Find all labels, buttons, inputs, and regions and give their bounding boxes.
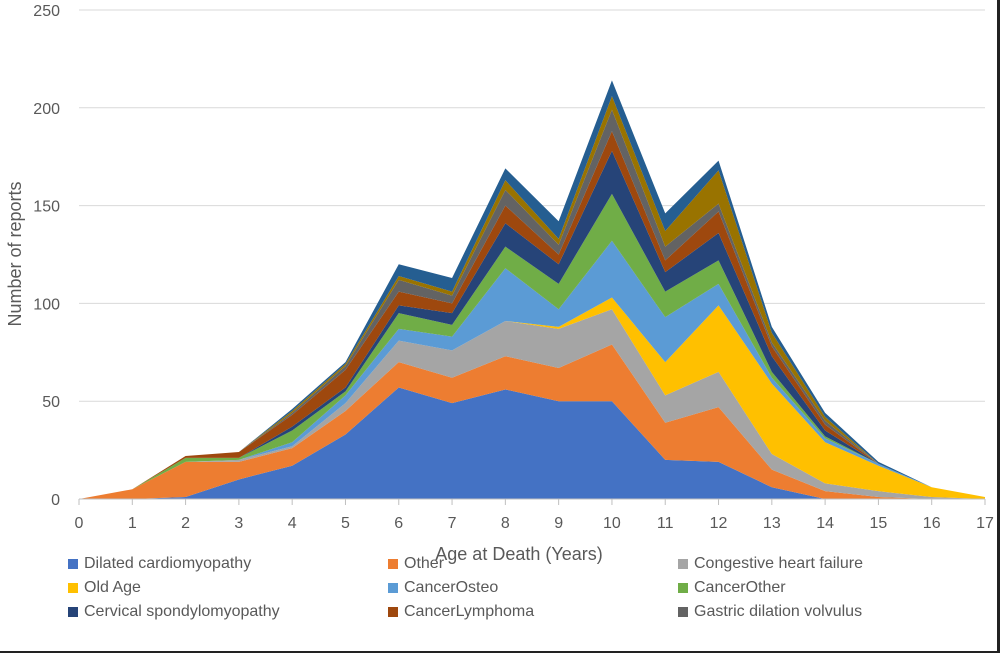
x-tick-label: 8 — [501, 515, 510, 532]
legend-label: Old Age — [84, 579, 141, 596]
legend-label: CancerOther — [694, 579, 786, 596]
legend-swatch — [388, 607, 398, 617]
area-series-1 — [79, 344, 985, 499]
x-tick-label: 13 — [763, 515, 781, 532]
legend-item: CancerLymphoma — [388, 603, 534, 621]
x-tick-label: 10 — [603, 515, 621, 532]
x-tick-label: 3 — [234, 515, 243, 532]
legend-item: Congestive heart failure — [678, 555, 863, 573]
area-series-4 — [79, 240, 985, 500]
y-tick-label: 250 — [33, 3, 60, 20]
area-series-3 — [79, 297, 985, 499]
legend-swatch — [678, 559, 688, 569]
legend-label: CancerLymphoma — [404, 603, 535, 620]
y-axis-title: Number of reports — [5, 181, 25, 326]
area-series-8 — [79, 109, 985, 500]
x-tick-label: 11 — [657, 515, 674, 532]
legend-swatch — [68, 607, 78, 617]
legend-label: Gastric dilation volvulus — [694, 603, 863, 620]
x-tick-label: 1 — [128, 515, 137, 532]
legend-item: Other — [388, 555, 444, 573]
x-tick-label: 17 — [976, 515, 994, 532]
legend-label: Other — [404, 555, 445, 572]
area-series-2 — [79, 309, 985, 499]
legend-item: Gastric dilation volvulus — [678, 603, 862, 621]
y-tick-label: 50 — [42, 394, 60, 411]
legend-swatch — [388, 583, 398, 593]
legend-swatch — [678, 607, 688, 617]
y-tick-label: 150 — [33, 199, 60, 216]
legend-swatch — [68, 559, 78, 569]
x-axis-title: Age at Death (Years) — [435, 544, 602, 564]
legend-item: Dilated cardiomyopathy — [68, 555, 251, 573]
x-tick-label: 0 — [75, 515, 84, 532]
legend-swatch — [68, 583, 78, 593]
x-tick-label: 5 — [341, 515, 350, 532]
legend-label: Cervical spondylomyopathy — [84, 603, 280, 620]
legend-swatch — [388, 559, 398, 569]
legend-label: CancerOsteo — [404, 579, 499, 596]
x-tick-label: 9 — [554, 515, 563, 532]
legend-item: Old Age — [68, 579, 141, 597]
y-tick-label: 100 — [33, 296, 60, 313]
x-tick-label: 15 — [870, 515, 888, 532]
x-tick-label: 16 — [923, 515, 941, 532]
y-tick-label: 0 — [51, 492, 60, 509]
x-tick-label: 7 — [448, 515, 457, 532]
legend-label: Congestive heart failure — [694, 555, 863, 572]
legend-label: Dilated cardiomyopathy — [84, 555, 252, 572]
x-tick-label: 6 — [394, 515, 403, 532]
legend-item: CancerOther — [678, 579, 786, 597]
legend-item: Cervical spondylomyopathy — [68, 603, 280, 621]
area-series-5 — [79, 193, 985, 499]
x-tick-label: 4 — [288, 515, 297, 532]
x-tick-label: 2 — [181, 515, 190, 532]
area-series-0 — [79, 387, 985, 499]
legend-item: CancerOsteo — [388, 579, 498, 597]
legend-swatch — [678, 583, 688, 593]
x-tick-label: 14 — [816, 515, 834, 532]
y-tick-label: 200 — [33, 101, 60, 118]
area-series-7 — [79, 131, 985, 499]
x-tick-label: 12 — [710, 515, 728, 532]
